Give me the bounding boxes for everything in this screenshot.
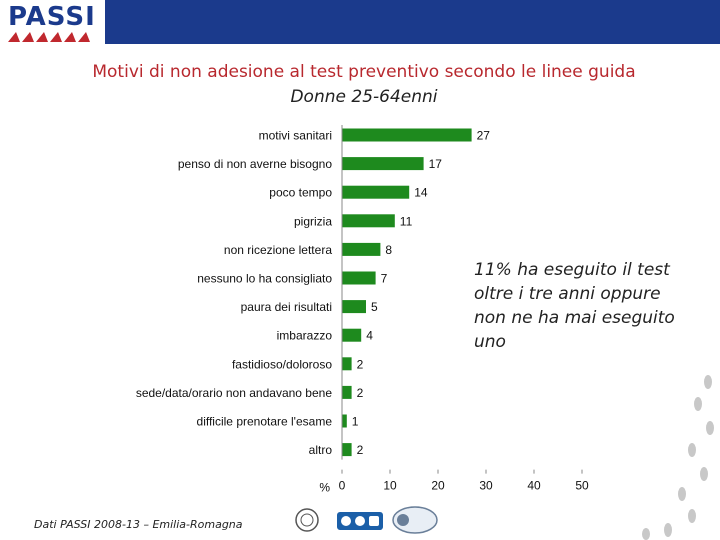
bar: [342, 357, 352, 371]
category-label: poco tempo: [269, 186, 332, 200]
category-label: difficile prenotare l'esame: [197, 415, 333, 429]
bar: [342, 385, 352, 399]
bar: [342, 328, 362, 342]
category-label: imbarazzo: [277, 329, 333, 343]
footer-logos: [295, 506, 438, 534]
bar: [342, 185, 410, 199]
chart-title: Motivi di non adesione al test preventiv…: [92, 62, 636, 82]
value-label: 7: [381, 272, 388, 286]
bar: [342, 414, 347, 428]
value-label: 4: [366, 329, 373, 343]
value-label: 1: [352, 415, 359, 429]
category-label: penso di non averne bisogno: [178, 157, 332, 171]
x-tick-label: 30: [479, 479, 493, 493]
value-label: 5: [371, 300, 378, 314]
category-label: fastidioso/doloroso: [232, 357, 332, 371]
category-label: paura dei risultati: [241, 300, 332, 314]
value-label: 11: [400, 214, 413, 228]
ccm-logo-icon: [337, 512, 383, 530]
category-label: altro: [309, 443, 333, 457]
bar: [342, 157, 424, 171]
x-tick-label: 0: [339, 479, 346, 493]
bar: [342, 214, 395, 228]
value-label: 2: [357, 357, 364, 371]
value-label: 2: [357, 443, 364, 457]
institute-seal-icon: [295, 508, 319, 532]
x-tick-label: 10: [383, 479, 397, 493]
bar: [342, 128, 472, 142]
category-label: sede/data/orario non andavano bene: [136, 386, 332, 400]
x-tick-label: 40: [527, 479, 541, 493]
passi-figures-icon: [8, 32, 90, 42]
footer-source: Dati PASSI 2008-13 – Emilia-Romagna: [34, 518, 243, 531]
bar: [342, 443, 352, 457]
bar: [342, 271, 376, 285]
chart-subtitle: Donne 25-64enni: [290, 87, 438, 107]
x-axis-label: %: [319, 481, 330, 495]
category-label: motivi sanitari: [259, 129, 332, 143]
x-tick-label: 20: [431, 479, 445, 493]
value-label: 17: [429, 157, 443, 171]
value-label: 14: [414, 186, 428, 200]
gruppo-logo-icon: [392, 506, 438, 534]
category-label: pigrizia: [294, 214, 332, 228]
bar: [342, 300, 366, 314]
note-text: 11% ha eseguito il test oltre i tre anni…: [474, 260, 675, 352]
bar: [342, 242, 381, 256]
category-label: non ricezione lettera: [224, 243, 332, 257]
category-label: nessuno lo ha consigliato: [197, 272, 332, 286]
passi-logo-icon: PASSI: [8, 2, 96, 32]
x-tick-label: 50: [575, 479, 589, 493]
value-label: 27: [477, 129, 491, 143]
footsteps-icon: [642, 375, 714, 540]
value-label: 2: [357, 386, 364, 400]
header-blue-band: [105, 0, 720, 44]
value-label: 8: [385, 243, 392, 257]
